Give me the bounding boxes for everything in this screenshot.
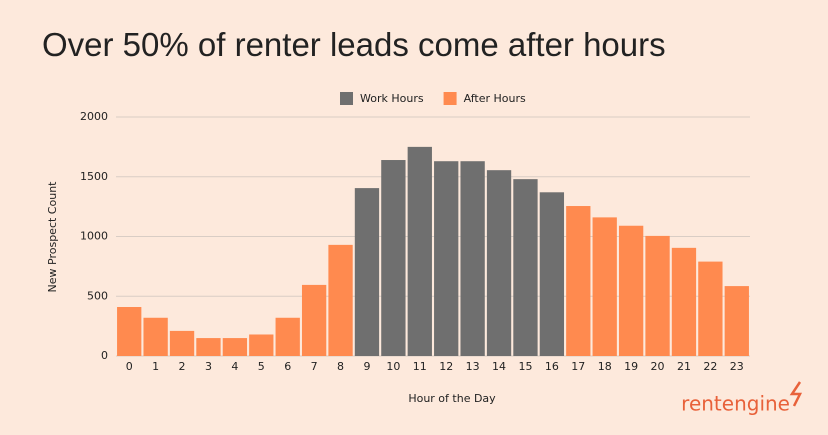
x-tick-label: 6: [284, 360, 291, 373]
x-tick-label: 11: [413, 360, 427, 373]
bar: [143, 317, 168, 356]
y-tick-label: 0: [101, 349, 108, 362]
x-tick-label: 1: [152, 360, 159, 373]
bar: [566, 206, 591, 356]
x-tick-label: 16: [545, 360, 559, 373]
x-tick-label: 10: [386, 360, 400, 373]
bar: [275, 317, 300, 356]
y-axis-label: New Prospect Count: [46, 181, 59, 293]
chart-title: Over 50% of renter leads come after hour…: [42, 26, 666, 63]
bar: [645, 235, 670, 356]
x-tick-label: 8: [337, 360, 344, 373]
x-tick-label: 15: [518, 360, 532, 373]
bar: [354, 188, 380, 356]
bar: [513, 179, 538, 356]
y-tick-label: 2000: [80, 110, 108, 123]
bar: [724, 286, 749, 356]
bar: [539, 192, 565, 356]
bar: [117, 307, 142, 356]
y-tick-label: 1500: [80, 170, 108, 183]
x-axis-label: Hour of the Day: [408, 392, 496, 405]
bar: [698, 261, 723, 356]
brand-icon: [789, 381, 803, 407]
x-tick-label: 17: [571, 360, 585, 373]
y-tick-label: 1000: [80, 230, 108, 243]
bar: [460, 161, 485, 356]
bar: [618, 225, 644, 356]
legend-label: After Hours: [464, 92, 526, 105]
x-tick-label: 4: [231, 360, 238, 373]
x-tick-label: 5: [258, 360, 265, 373]
bar: [592, 217, 617, 356]
legend-swatch: [340, 92, 353, 105]
x-tick-label: 18: [598, 360, 612, 373]
x-tick-label: 3: [205, 360, 212, 373]
x-tick-label: 21: [677, 360, 691, 373]
bar: [328, 244, 353, 356]
bar: [434, 161, 459, 356]
x-tick-label: 7: [311, 360, 318, 373]
bar: [196, 338, 221, 356]
y-tick-label: 500: [87, 289, 108, 302]
x-tick-label: 14: [492, 360, 506, 373]
bar: [381, 160, 406, 356]
x-tick-label: 12: [439, 360, 453, 373]
x-tick-label: 23: [730, 360, 744, 373]
x-tick-label: 13: [466, 360, 480, 373]
legend-label: Work Hours: [360, 92, 424, 105]
bar: [407, 146, 432, 356]
x-tick-label: 2: [179, 360, 186, 373]
x-tick-label: 20: [651, 360, 665, 373]
legend-swatch: [443, 92, 457, 105]
bar: [671, 247, 697, 356]
bar: [301, 284, 327, 356]
x-tick-label: 22: [703, 360, 717, 373]
bar: [169, 330, 195, 356]
x-tick-label: 0: [126, 360, 133, 373]
brand-logo: rentengine: [681, 392, 790, 416]
bar: [486, 170, 512, 356]
bar: [249, 334, 274, 356]
bar: [222, 338, 248, 356]
x-tick-label: 19: [624, 360, 638, 373]
x-tick-label: 9: [363, 360, 370, 373]
